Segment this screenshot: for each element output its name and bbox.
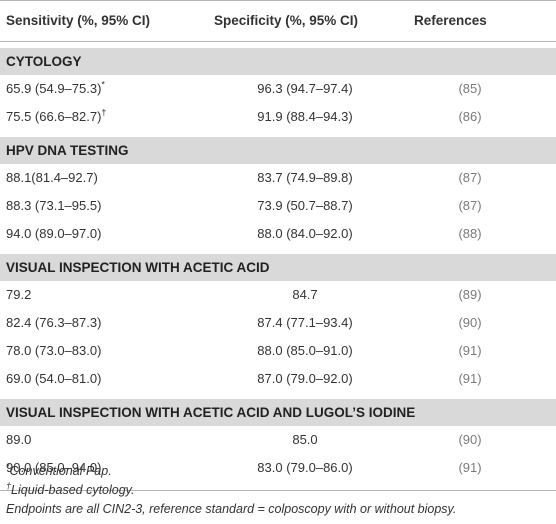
section-header: CYTOLOGY bbox=[0, 48, 556, 75]
footnote-text: Conventional Pap. bbox=[9, 464, 112, 478]
table-row: 88.3 (73.1–95.5) 73.9 (50.7–88.7) (87) bbox=[0, 192, 556, 220]
reference-cell: (87) bbox=[458, 170, 482, 185]
sensitivity-value: 94.0 (89.0–97.0) bbox=[6, 226, 102, 241]
specificity-cell: 85.0 bbox=[292, 432, 318, 447]
reference-cell: (86) bbox=[458, 109, 482, 124]
sensitivity-value: 69.0 (54.0–81.0) bbox=[6, 371, 102, 386]
sensitivity-cell: 88.1(81.4–92.7) bbox=[6, 164, 98, 192]
sensitivity-cell: 88.3 (73.1–95.5) bbox=[6, 192, 101, 220]
footnote-endpoints: Endpoints are all CIN2-3, reference stan… bbox=[6, 502, 457, 516]
reference-cell: (85) bbox=[458, 81, 482, 96]
footnote-mark: † bbox=[101, 107, 107, 118]
specificity-cell: 88.0 (85.0–91.0) bbox=[257, 343, 353, 358]
section-header: HPV DNA TESTING bbox=[0, 137, 556, 164]
section-title: CYTOLOGY bbox=[6, 54, 82, 69]
sensitivity-cell: 90.0 (85.0–94.0) bbox=[6, 454, 101, 482]
table-row: 69.0 (54.0–81.0) 87.0 (79.0–92.0) (91) bbox=[0, 365, 556, 393]
sensitivity-cell: 75.5 (66.6–82.7)† bbox=[6, 103, 106, 131]
specificity-cell: 73.9 (50.7–88.7) bbox=[257, 198, 353, 213]
table-row: 88.1(81.4–92.7) 83.7 (74.9–89.8) (87) bbox=[0, 164, 556, 192]
sensitivity-cell: 82.4 (76.3–87.3) bbox=[6, 309, 101, 337]
table-header: Sensitivity (%, 95% CI) Specificity (%, … bbox=[0, 0, 556, 42]
specificity-cell: 87.0 (79.0–92.0) bbox=[257, 371, 353, 386]
footnote-conventional-pap: *Conventional Pap. bbox=[6, 462, 456, 481]
specificity-cell: 84.7 bbox=[292, 287, 318, 302]
reference-cell: (91) bbox=[458, 343, 482, 358]
table-row: 79.2 84.7 (89) bbox=[0, 281, 556, 309]
section-header: VISUAL INSPECTION WITH ACETIC ACID bbox=[0, 254, 556, 281]
header-specificity: Specificity (%, 95% CI) bbox=[214, 13, 359, 28]
section-title: HPV DNA TESTING bbox=[6, 143, 129, 158]
results-table: Sensitivity (%, 95% CI) Specificity (%, … bbox=[0, 0, 556, 491]
sensitivity-cell: 65.9 (54.9–75.3)* bbox=[6, 75, 105, 103]
sensitivity-cell: 94.0 (89.0–97.0) bbox=[6, 220, 101, 248]
sensitivity-value: 88.3 (73.1–95.5) bbox=[6, 198, 102, 213]
table-bottom-rule bbox=[0, 490, 556, 491]
sensitivity-cell: 78.0 (73.0–83.0) bbox=[6, 337, 101, 365]
specificity-cell: 91.9 (88.4–94.3) bbox=[257, 109, 353, 124]
section-title: VISUAL INSPECTION WITH ACETIC ACID AND L… bbox=[6, 405, 416, 420]
table-row: 90.0 (85.0–94.0) 83.0 (79.0–86.0) (91) bbox=[0, 454, 556, 482]
footnotes: *Conventional Pap. †Liquid-based cytolog… bbox=[6, 462, 456, 519]
sensitivity-value: 79.2 bbox=[6, 287, 32, 302]
footnote-text: Liquid-based cytology. bbox=[11, 483, 135, 497]
sensitivity-value: 90.0 (85.0–94.0) bbox=[6, 460, 102, 475]
sensitivity-cell: 69.0 (54.0–81.0) bbox=[6, 365, 101, 393]
sensitivity-value: 82.4 (76.3–87.3) bbox=[6, 315, 102, 330]
table-body: CYTOLOGY 65.9 (54.9–75.3)* 96.3 (94.7–97.4… bbox=[0, 48, 556, 482]
reference-cell: (91) bbox=[458, 460, 482, 475]
table-row: 65.9 (54.9–75.3)* 96.3 (94.7–97.4) (85) bbox=[0, 75, 556, 103]
reference-cell: (89) bbox=[458, 287, 482, 302]
reference-cell: (90) bbox=[458, 432, 482, 447]
sensitivity-value: 75.5 (66.6–82.7) bbox=[6, 109, 102, 124]
specificity-cell: 83.7 (74.9–89.8) bbox=[257, 170, 353, 185]
footnote-liquid-based: †Liquid-based cytology. bbox=[6, 481, 456, 500]
footnote-mark: * bbox=[101, 79, 105, 90]
specificity-cell: 83.0 (79.0–86.0) bbox=[257, 460, 353, 475]
table-row: 89.0 85.0 (90) bbox=[0, 426, 556, 454]
specificity-cell: 87.4 (77.1–93.4) bbox=[257, 315, 353, 330]
reference-cell: (87) bbox=[458, 198, 482, 213]
reference-cell: (88) bbox=[458, 226, 482, 241]
section-title: VISUAL INSPECTION WITH ACETIC ACID bbox=[6, 260, 270, 275]
table-row: 82.4 (76.3–87.3) 87.4 (77.1–93.4) (90) bbox=[0, 309, 556, 337]
sensitivity-cell: 89.0 bbox=[6, 426, 31, 454]
table-row: 78.0 (73.0–83.0) 88.0 (85.0–91.0) (91) bbox=[0, 337, 556, 365]
header-sensitivity: Sensitivity (%, 95% CI) bbox=[6, 13, 151, 28]
table-row: 94.0 (89.0–97.0) 88.0 (84.0–92.0) (88) bbox=[0, 220, 556, 248]
sensitivity-cell: 79.2 bbox=[6, 281, 31, 309]
header-references: References bbox=[414, 13, 487, 28]
sensitivity-value: 89.0 bbox=[6, 432, 32, 447]
footnote-mark: * bbox=[6, 461, 10, 472]
footnote-mark: † bbox=[6, 480, 12, 491]
specificity-cell: 96.3 (94.7–97.4) bbox=[257, 81, 353, 96]
reference-cell: (90) bbox=[458, 315, 482, 330]
sensitivity-value: 78.0 (73.0–83.0) bbox=[6, 343, 102, 358]
sensitivity-value: 88.1(81.4–92.7) bbox=[6, 170, 98, 185]
specificity-cell: 88.0 (84.0–92.0) bbox=[257, 226, 353, 241]
sensitivity-value: 65.9 (54.9–75.3) bbox=[6, 81, 102, 96]
table-row: 75.5 (66.6–82.7)† 91.9 (88.4–94.3) (86) bbox=[0, 103, 556, 131]
section-header: VISUAL INSPECTION WITH ACETIC ACID AND L… bbox=[0, 399, 556, 426]
reference-cell: (91) bbox=[458, 371, 482, 386]
